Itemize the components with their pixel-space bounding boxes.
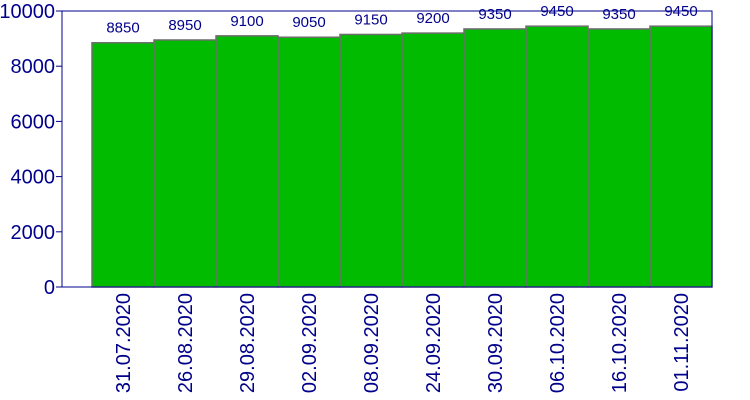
axes-group [61, 10, 713, 288]
data-label: 9450 [664, 3, 697, 20]
x-tick-label: 29.08.2020 [237, 293, 259, 393]
x-labels-group: 31.07.2020 26.08.2020 29.08.2020 02.09.2020… [113, 293, 693, 393]
x-tick-label: 31.07.2020 [113, 293, 135, 393]
data-label: 9450 [540, 3, 573, 20]
bar-02.09.2020 [277, 36, 341, 288]
data-label: 9350 [478, 6, 511, 23]
bar-31.07.2020 [91, 41, 155, 288]
x-tick-label: 26.08.2020 [175, 293, 197, 393]
bar-30.09.2020 [463, 28, 527, 288]
x-tick-label: 08.09.2020 [361, 293, 383, 393]
x-tick-label: 02.09.2020 [299, 293, 321, 393]
y-tick-label: 2000 [11, 222, 56, 244]
y-tick-label: 4000 [11, 167, 56, 189]
y-tick-label: 8000 [11, 56, 56, 78]
y-ticks-group: 0 2000 4000 6000 8000 10000 [0, 1, 62, 299]
data-label: 8950 [168, 17, 201, 34]
data-label: 9200 [416, 10, 449, 27]
plot-frame [61, 10, 713, 288]
data-label: 8850 [106, 20, 139, 37]
data-label: 9350 [602, 6, 635, 23]
x-tick-label: 01.11.2020 [671, 293, 693, 392]
bar-26.08.2020 [153, 39, 217, 288]
y-tick-label: 10000 [0, 1, 55, 23]
bar-29.08.2020 [215, 35, 279, 288]
y-tick-label: 0 [44, 277, 55, 299]
bar-06.10.2020 [525, 25, 589, 288]
bar-01.11.2020 [649, 25, 713, 288]
data-label: 9150 [354, 11, 387, 28]
x-tick-label: 06.10.2020 [547, 293, 569, 393]
x-tick-label: 30.09.2020 [485, 293, 507, 393]
data-label: 9050 [292, 14, 325, 31]
bar-08.09.2020 [339, 33, 403, 288]
bar-16.10.2020 [587, 28, 651, 288]
x-tick-label: 16.10.2020 [609, 293, 631, 393]
data-labels-group: 8850 8950 9100 9050 9150 9200 9350 9450 9350 9450 [106, 3, 697, 37]
data-label: 9100 [230, 13, 263, 30]
bar-24.09.2020 [401, 32, 465, 288]
x-tick-label: 24.09.2020 [423, 293, 445, 393]
bars-group [91, 25, 713, 288]
y-tick-label: 6000 [11, 111, 56, 133]
